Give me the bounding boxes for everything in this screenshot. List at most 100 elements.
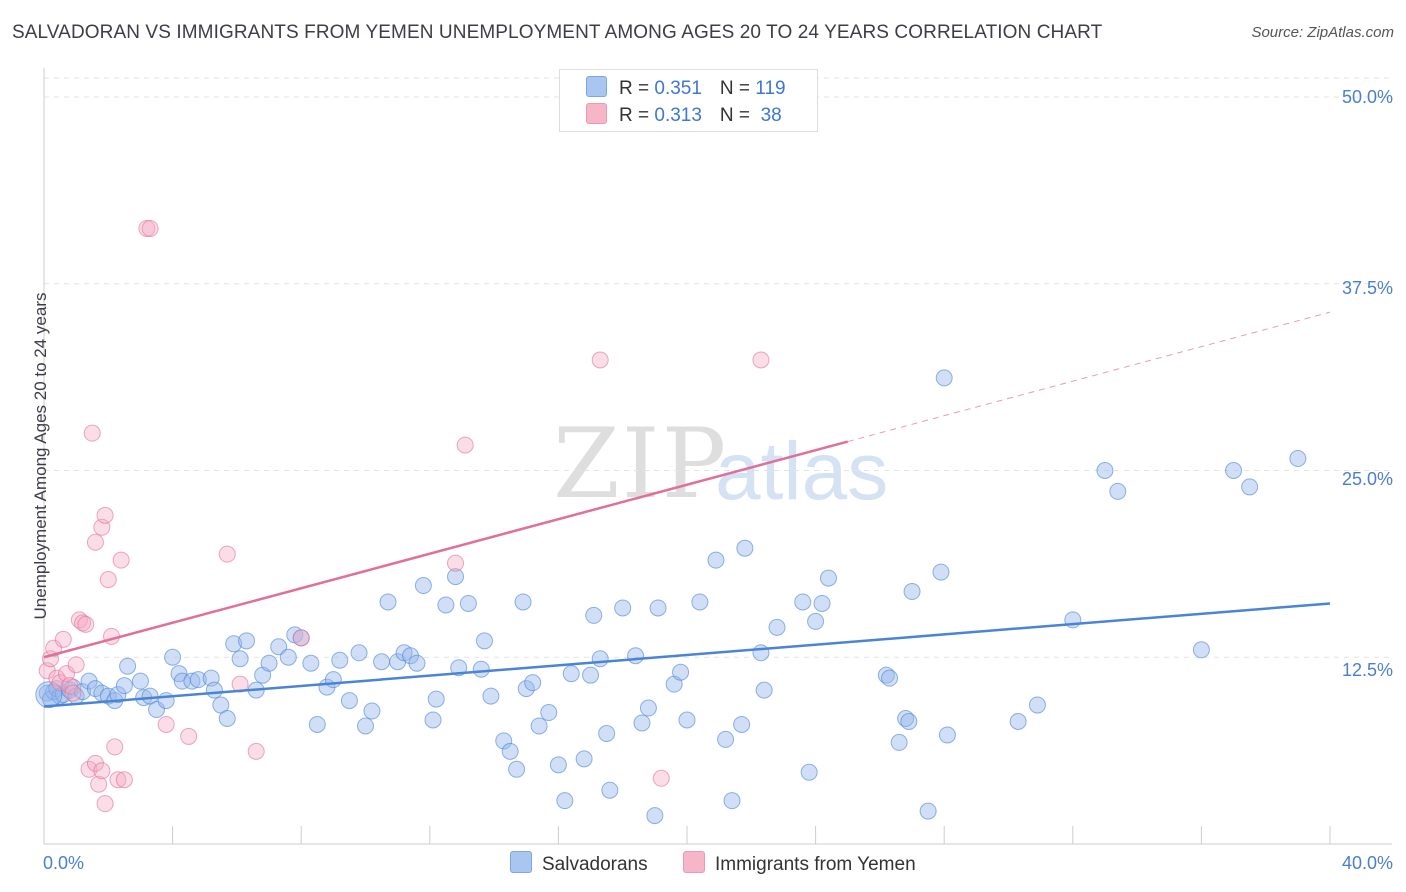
watermark-zip: ZIP xyxy=(553,408,729,520)
yemen-point xyxy=(231,675,249,693)
yemen-point xyxy=(141,219,159,237)
salvadoran-point xyxy=(495,732,513,750)
salvadoran-point xyxy=(109,686,127,704)
salvadoran-point xyxy=(646,807,664,825)
yemen-point xyxy=(77,615,95,633)
salvadoran-point xyxy=(807,612,825,630)
chart-title: SALVADORAN VS IMMIGRANTS FROM YEMEN UNEM… xyxy=(12,22,1103,43)
salvadoran-point xyxy=(340,692,358,710)
legend-n-label: N = xyxy=(719,105,756,126)
salvadoran-point xyxy=(919,802,937,820)
x-tick-label: 40.0% xyxy=(1341,853,1393,873)
salvadoran-point xyxy=(601,781,619,799)
salvadoran-point xyxy=(218,710,236,728)
y-axis-label: Unemployment Among Ages 20 to 24 years xyxy=(31,292,50,620)
salvadoran-point xyxy=(475,632,493,650)
bottom-legend-label: Salvadorans xyxy=(542,854,648,875)
salvadoran-point xyxy=(819,569,837,587)
salvadoran-point xyxy=(649,599,667,617)
salvadoran-point xyxy=(768,618,786,636)
salvadoran-point xyxy=(482,687,500,705)
yemen-point xyxy=(109,771,127,789)
salvadoran-point xyxy=(877,666,895,684)
salvadoran-point xyxy=(437,596,455,614)
salvadoran-point xyxy=(270,638,288,656)
salvadoran-point xyxy=(639,699,657,717)
yemen-points xyxy=(38,219,770,813)
salvadoran-point xyxy=(501,742,519,760)
yemen-point xyxy=(752,351,770,369)
yemen-point xyxy=(115,771,133,789)
salvadoran-point xyxy=(472,660,490,678)
yemen-point xyxy=(106,738,124,756)
yemen-point xyxy=(447,554,465,572)
salvadorans-points xyxy=(35,369,1307,825)
yemen-point xyxy=(96,795,114,813)
salvadoran-point xyxy=(189,671,207,689)
salvadoran-point xyxy=(517,680,535,698)
legend-row-salvadorans: R = 0.351 N = 119 xyxy=(586,76,786,100)
salvadoran-point xyxy=(935,369,953,387)
yemen-point xyxy=(456,436,474,454)
salvadoran-point xyxy=(157,692,175,710)
salvadoran-point xyxy=(575,750,593,768)
bottom-legend-swatch-pink xyxy=(683,851,705,873)
salvadoran-point xyxy=(598,724,616,742)
yemen-point xyxy=(652,769,670,787)
salvadoran-point xyxy=(350,644,368,662)
yemen-point xyxy=(51,674,69,692)
salvadoran-point xyxy=(733,715,751,733)
y-tick-label: 12.5% xyxy=(1341,660,1393,680)
legend-n-label: N = xyxy=(719,78,756,99)
salvadoran-point xyxy=(881,669,899,687)
salvadoran-point xyxy=(938,726,956,744)
salvadoran-point xyxy=(363,702,381,720)
salvadoran-point xyxy=(707,551,725,569)
salvadoran-point-cluster xyxy=(35,681,63,709)
salvadoran-point xyxy=(900,712,918,730)
salvadoran-point xyxy=(903,583,921,601)
salvadoran-point xyxy=(1192,641,1210,659)
salvadoran-point xyxy=(1096,462,1114,479)
yemen-trend-line xyxy=(43,440,849,659)
salvadoran-point xyxy=(308,715,326,733)
legend-n-value: 38 xyxy=(755,105,782,126)
salvadoran-point xyxy=(238,632,256,650)
legend-r-label: R = xyxy=(619,105,655,126)
yemen-point xyxy=(292,629,310,647)
bottom-legend-swatch-blue xyxy=(510,851,532,873)
salvadoran-point xyxy=(585,606,603,624)
salvadoran-point xyxy=(1241,478,1259,496)
yemen-point xyxy=(103,627,121,645)
legend-swatch-blue xyxy=(586,76,607,97)
salvadoran-point xyxy=(627,647,645,665)
yemen-point xyxy=(180,727,198,745)
legend-r-value: 0.313 xyxy=(654,105,702,126)
salvadoran-trend-line xyxy=(43,602,1331,708)
yemen-point xyxy=(157,715,175,733)
salvadoran-point xyxy=(260,654,278,672)
salvadoran-point xyxy=(379,593,397,611)
salvadoran-point xyxy=(549,756,567,774)
salvadoran-point xyxy=(408,654,426,672)
yemen-point xyxy=(93,762,111,780)
yemen-point xyxy=(86,533,104,551)
salvadoran-point xyxy=(205,681,223,699)
salvadoran-point xyxy=(752,644,770,662)
x-tick-label: 0.0% xyxy=(43,853,85,873)
bottom-legend-label: Immigrants from Yemen xyxy=(715,854,916,875)
salvadoran-point xyxy=(562,665,580,683)
salvadoran-point xyxy=(800,763,818,781)
salvadoran-point xyxy=(794,593,812,611)
yemen-point xyxy=(247,742,265,760)
salvadoran-point xyxy=(331,651,349,669)
legend-r-label: R = xyxy=(619,78,655,99)
yemen-trend-line-extension xyxy=(847,311,1331,443)
legend-row-yemen: R = 0.313 N = 38 xyxy=(586,103,782,127)
salvadoran-point xyxy=(932,563,950,581)
salvadoran-point xyxy=(614,599,632,617)
y-tick-label: 37.5% xyxy=(1341,278,1393,298)
salvadoran-point xyxy=(591,650,609,668)
salvadoran-point xyxy=(279,648,297,666)
legend-r-value: 0.351 xyxy=(654,78,702,99)
